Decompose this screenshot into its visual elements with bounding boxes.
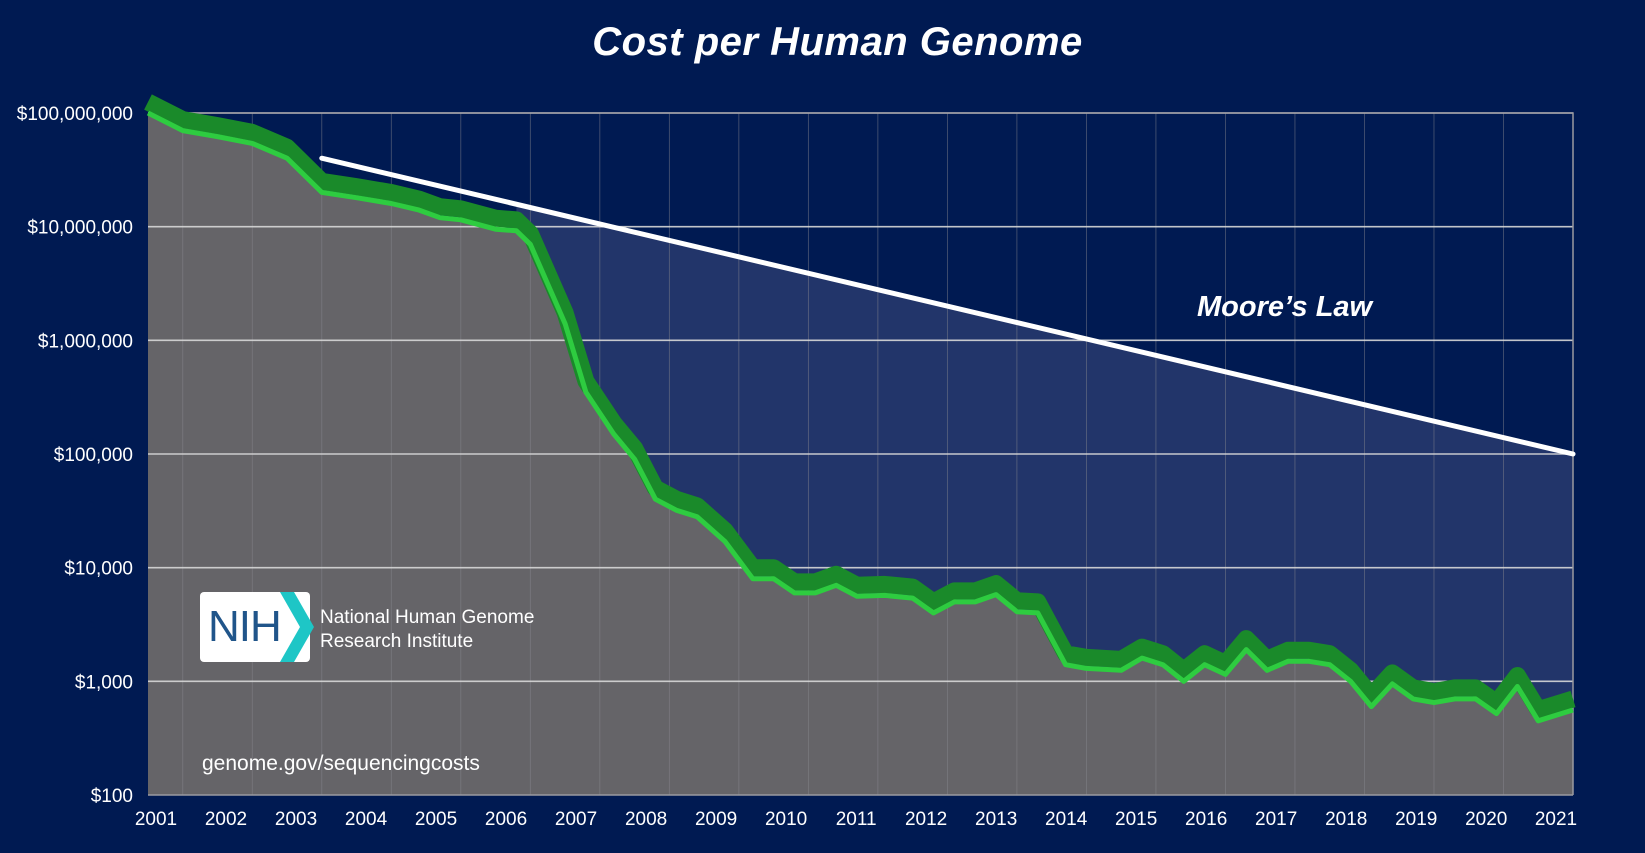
moore-gap-area bbox=[516, 204, 1574, 721]
moores-law-label: Moore’s Law bbox=[1197, 291, 1375, 323]
x-tick-label: 2003 bbox=[275, 809, 317, 830]
x-tick-label: 2014 bbox=[1045, 809, 1088, 830]
cost-line-band bbox=[144, 94, 1576, 719]
x-tick-label: 2016 bbox=[1185, 809, 1227, 830]
y-tick-label: $100,000,000 bbox=[17, 104, 133, 125]
x-tick-label: 2020 bbox=[1465, 809, 1507, 830]
source-url: genome.gov/sequencingcosts bbox=[202, 752, 480, 775]
x-tick-label: 2006 bbox=[485, 809, 527, 830]
x-tick-label: 2018 bbox=[1325, 809, 1367, 830]
cost-line bbox=[146, 110, 1574, 724]
organization-name: National Human Genome Research Institute bbox=[320, 606, 534, 654]
x-tick-label: 2015 bbox=[1115, 809, 1157, 830]
plot-border bbox=[148, 112, 1574, 795]
x-tick-label: 2017 bbox=[1255, 809, 1297, 830]
org-name-line-2: Research Institute bbox=[320, 631, 474, 652]
chart-title: Cost per Human Genome bbox=[592, 20, 1083, 64]
x-tick-label: 2021 bbox=[1535, 809, 1577, 830]
x-tick-label: 2007 bbox=[555, 809, 597, 830]
nih-logo-text: NIH bbox=[208, 602, 282, 651]
org-name-line-1: National Human Genome bbox=[320, 607, 535, 628]
x-tick-label: 2008 bbox=[625, 809, 667, 830]
x-tick-label: 2009 bbox=[695, 809, 737, 830]
x-tick-label: 2013 bbox=[975, 809, 1017, 830]
moores-law-line bbox=[319, 155, 1576, 457]
cost-area bbox=[148, 113, 1573, 795]
x-tick-label: 2004 bbox=[345, 809, 388, 830]
y-tick-label: $100 bbox=[91, 786, 133, 807]
x-tick-label: 2012 bbox=[905, 809, 947, 830]
x-tick-label: 2011 bbox=[836, 809, 877, 830]
nih-chevron-icon bbox=[280, 592, 314, 662]
x-tick-label: 2002 bbox=[205, 809, 247, 830]
y-tick-label: $100,000 bbox=[54, 445, 133, 466]
y-tick-label: $10,000 bbox=[64, 559, 133, 580]
x-tick-label: 2001 bbox=[135, 809, 177, 830]
y-tick-label: $1,000,000 bbox=[38, 331, 133, 352]
x-tick-label: 2005 bbox=[415, 809, 457, 830]
x-tick-label: 2019 bbox=[1395, 809, 1437, 830]
y-tick-label: $10,000,000 bbox=[27, 218, 133, 239]
x-tick-label: 2010 bbox=[765, 809, 807, 830]
y-tick-label: $1,000 bbox=[75, 672, 133, 693]
